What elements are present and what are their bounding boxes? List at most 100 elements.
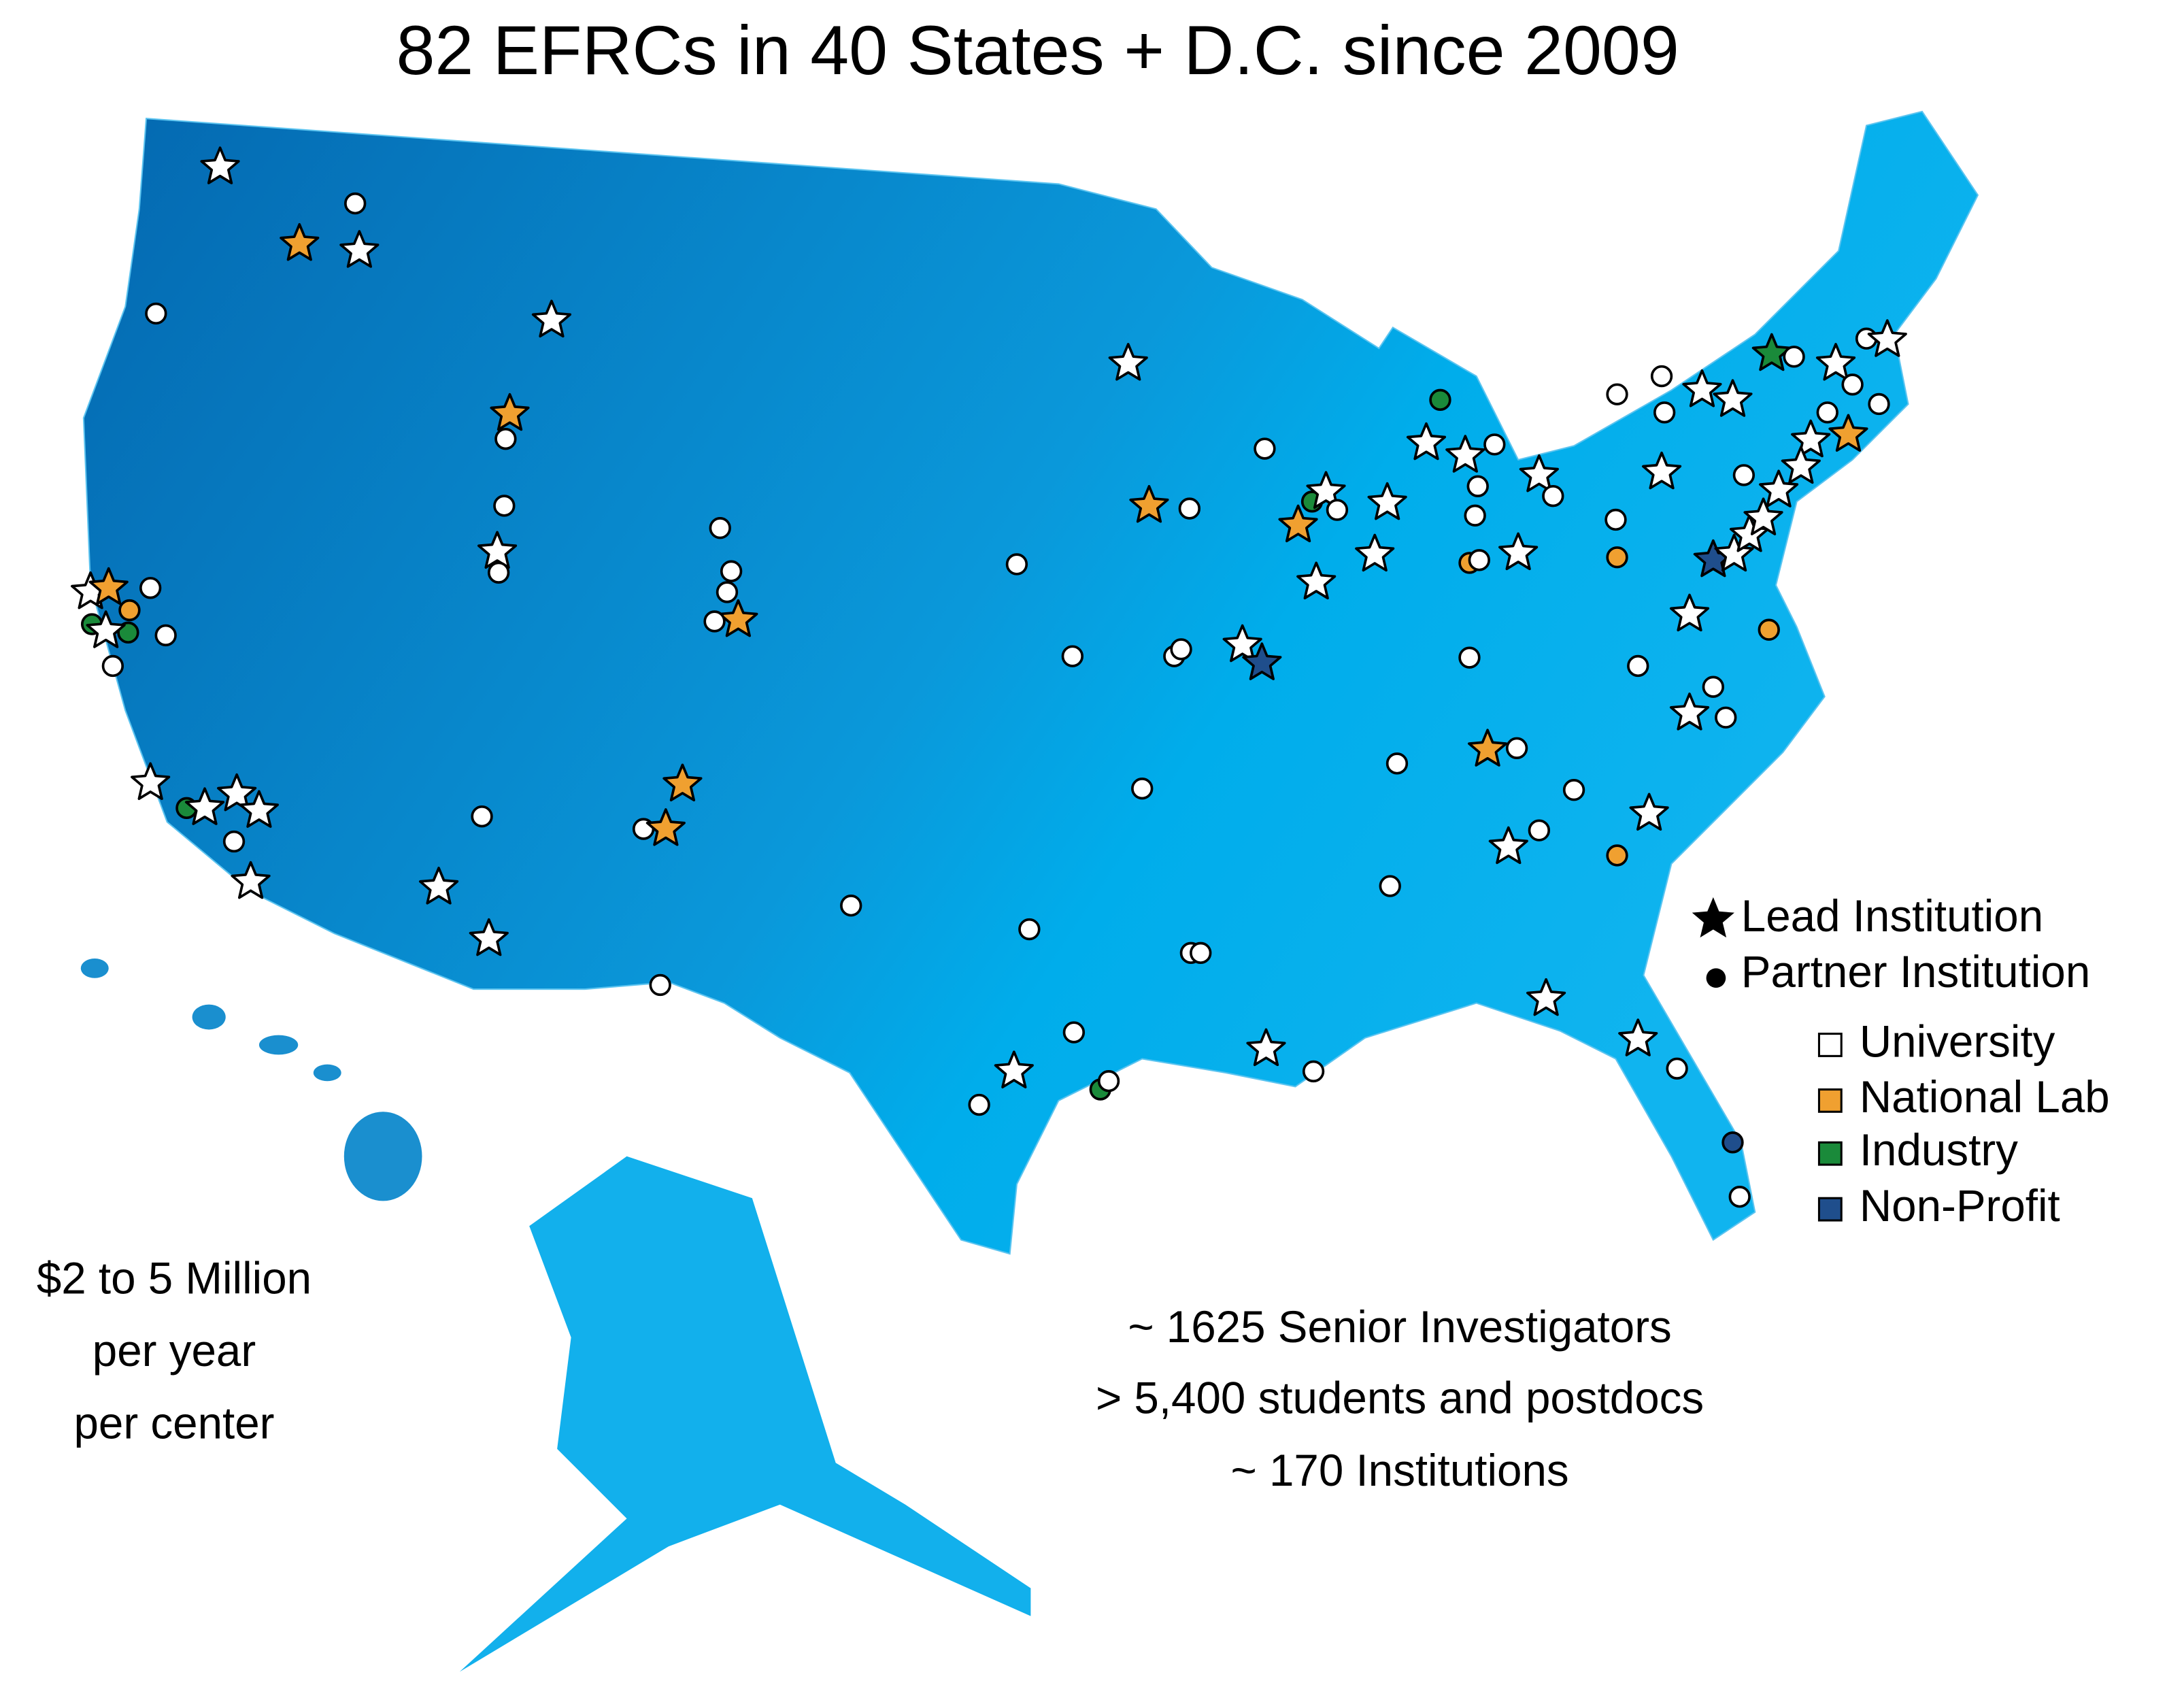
partner-institution-dot — [1458, 646, 1481, 669]
legend-type: University — [1860, 1016, 2055, 1066]
partner-institution-dot — [101, 654, 124, 678]
lead-institution-star — [231, 861, 271, 899]
funding-line: $2 to 5 Million — [37, 1253, 312, 1303]
partner-institution-dot — [1650, 365, 1673, 388]
partner-institution-dot — [1170, 638, 1192, 661]
lead-institution-star — [1729, 514, 1770, 552]
stats-line: ~ 1625 Senior Investigators — [1128, 1302, 1671, 1352]
legend-lead: Lead Institution — [1741, 891, 2043, 941]
lead-institution-star — [1751, 333, 1792, 371]
partner-institution-dot — [493, 495, 516, 517]
partner-institution-dot — [1178, 497, 1201, 520]
lead-institution-star — [1759, 469, 1799, 507]
lead-institution-star — [1406, 422, 1447, 461]
partner-institution-dot — [1627, 654, 1649, 678]
funding-line: per center — [73, 1398, 274, 1448]
lead-institution-star — [1278, 504, 1318, 543]
partner-institution-dot — [1061, 645, 1084, 667]
partner-institution-dot — [1868, 393, 1890, 416]
legend-swatch — [1817, 1088, 1843, 1113]
lead-institution-star — [994, 1050, 1034, 1088]
partner-institution-dot — [1758, 618, 1780, 641]
lead-institution-star — [1815, 343, 1856, 381]
funding-line: per year — [93, 1326, 256, 1376]
partner-institution-dot — [1715, 706, 1737, 729]
lead-institution-star — [1743, 497, 1783, 535]
lead-institution-star — [1682, 369, 1722, 407]
partner-institution-dot — [487, 561, 510, 584]
partner-institution-dot — [649, 973, 671, 997]
institution-markers — [71, 146, 1907, 1208]
lead-institution-star — [490, 393, 530, 431]
lead-institution-star — [1669, 693, 1710, 731]
lead-institution-star — [1714, 533, 1754, 572]
lead-institution-star — [239, 790, 279, 828]
legend-type: Industry — [1860, 1125, 2018, 1175]
partner-institution-dot — [154, 624, 177, 647]
partner-institution-dot — [703, 610, 726, 633]
lead-institution-star — [662, 763, 703, 802]
partner-institution-dot — [1326, 499, 1349, 521]
lead-institution-star — [1713, 379, 1753, 417]
partner-institution-dot — [1254, 437, 1276, 460]
lead-institution-star — [418, 867, 459, 905]
lead-institution-star — [1488, 826, 1528, 865]
lead-institution-star — [1618, 1018, 1658, 1056]
partner-institution-dot — [1190, 942, 1212, 965]
partner-institution-dot — [1605, 508, 1627, 531]
lead-institution-star — [1641, 451, 1682, 490]
partner-institution-dot — [1302, 1060, 1325, 1083]
partner-institution-dot — [1816, 401, 1838, 424]
lead-institution-star — [200, 146, 240, 184]
lead-institution-star — [184, 787, 225, 825]
lead-institution-star — [477, 531, 518, 569]
lead-institution-star — [1129, 484, 1169, 523]
partner-institution-dot — [1005, 553, 1028, 576]
lead-institution-star — [1781, 446, 1821, 484]
partner-institution-dot — [1528, 819, 1551, 842]
partner-institution-dot — [1505, 737, 1528, 759]
lead-institution-star — [1445, 435, 1485, 473]
partner-institution-dot — [1131, 778, 1154, 800]
lead-institution-star — [718, 599, 758, 637]
partner-institution-dot — [1606, 844, 1628, 867]
partner-institution-dot — [1468, 549, 1490, 571]
lead-institution-star — [280, 222, 320, 261]
partner-institution-dot — [709, 517, 731, 539]
partner-institution-dot — [1464, 504, 1486, 527]
lead-institution-star — [1468, 729, 1508, 767]
partner-institution-dot — [716, 581, 739, 603]
legend-partner: Partner Institution — [1741, 947, 2090, 997]
partner-institution-dot — [1562, 779, 1585, 801]
lead-institution-star — [1367, 482, 1407, 520]
lead-institution-star — [1519, 454, 1559, 493]
partner-institution-dot — [344, 192, 367, 215]
lead-institution-star — [131, 762, 171, 800]
lead-institution-star — [1498, 532, 1539, 571]
partner-institution-dot — [1379, 875, 1401, 897]
partner-institution-dot — [1466, 475, 1489, 497]
partner-institution-dot — [720, 560, 743, 582]
title: 82 EFRCs in 40 States + D.C. since 2009 — [396, 11, 1679, 89]
partner-institution-dot — [1606, 383, 1628, 405]
partner-institution-dot — [1728, 1186, 1751, 1208]
partner-institution-dot — [1429, 388, 1451, 412]
partner-institution-dot — [1783, 346, 1805, 368]
partner-institution-dot — [1097, 1070, 1120, 1093]
partner-institution-dot — [1721, 1131, 1744, 1154]
partner-institution-dot — [222, 830, 246, 853]
lead-institution-star — [1222, 624, 1262, 663]
partner-institution-dot — [1666, 1057, 1688, 1080]
lead-institution-star — [1669, 593, 1710, 632]
legend-type: Non-Profit — [1860, 1181, 2060, 1231]
alaska — [459, 1156, 1031, 1672]
partner-institution-dot — [968, 1093, 990, 1116]
lead-institution-star — [1828, 414, 1868, 452]
partner-institution-dot — [1732, 464, 1755, 486]
lead-institution-star — [217, 773, 257, 812]
partner-institution-dot — [1483, 433, 1506, 456]
lead-institution-star — [339, 230, 380, 268]
partner-institution-dot — [139, 577, 162, 599]
legend-star — [1692, 897, 1734, 938]
